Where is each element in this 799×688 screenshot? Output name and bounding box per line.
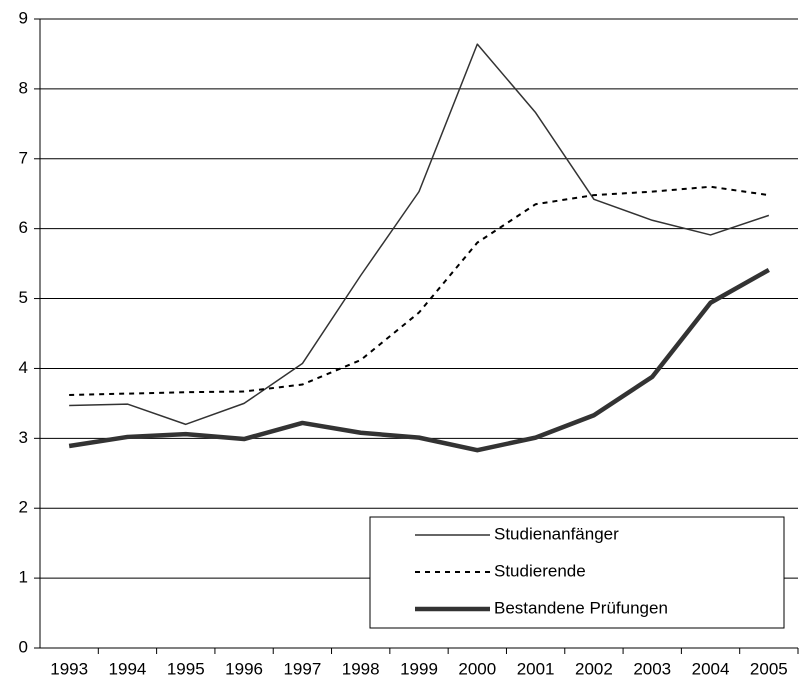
x-tick-label: 1994	[109, 659, 147, 678]
x-tick-label: 1996	[225, 659, 263, 678]
x-tick-label: 1998	[342, 659, 380, 678]
y-tick-label: 1	[19, 568, 28, 587]
x-tick-label: 1997	[283, 659, 321, 678]
x-tick-label: 2004	[692, 659, 730, 678]
y-tick-label: 2	[19, 498, 28, 517]
y-tick-label: 3	[19, 428, 28, 447]
x-tick-label: 1999	[400, 659, 438, 678]
x-tick-label: 1995	[167, 659, 205, 678]
y-tick-label: 8	[19, 78, 28, 97]
legend-label: Bestandene Prüfungen	[494, 598, 668, 617]
series-line	[69, 43, 770, 426]
x-tick-label: 2005	[750, 659, 788, 678]
x-tick-label: 2000	[458, 659, 496, 678]
legend-label: Studierende	[494, 561, 586, 580]
y-tick-label: 9	[19, 8, 28, 27]
y-tick-label: 7	[19, 148, 28, 167]
x-tick-label: 2003	[633, 659, 671, 678]
x-tick-label: 1993	[50, 659, 88, 678]
x-tick-label: 2001	[517, 659, 555, 678]
series-line	[68, 267, 770, 453]
y-tick-label: 0	[19, 637, 28, 656]
legend-label: Studienanfänger	[494, 524, 619, 543]
y-tick-label: 4	[19, 358, 28, 377]
y-tick-label: 5	[19, 288, 28, 307]
x-tick-label: 2002	[575, 659, 613, 678]
series-line	[69, 185, 769, 397]
y-tick-label: 6	[19, 218, 28, 237]
